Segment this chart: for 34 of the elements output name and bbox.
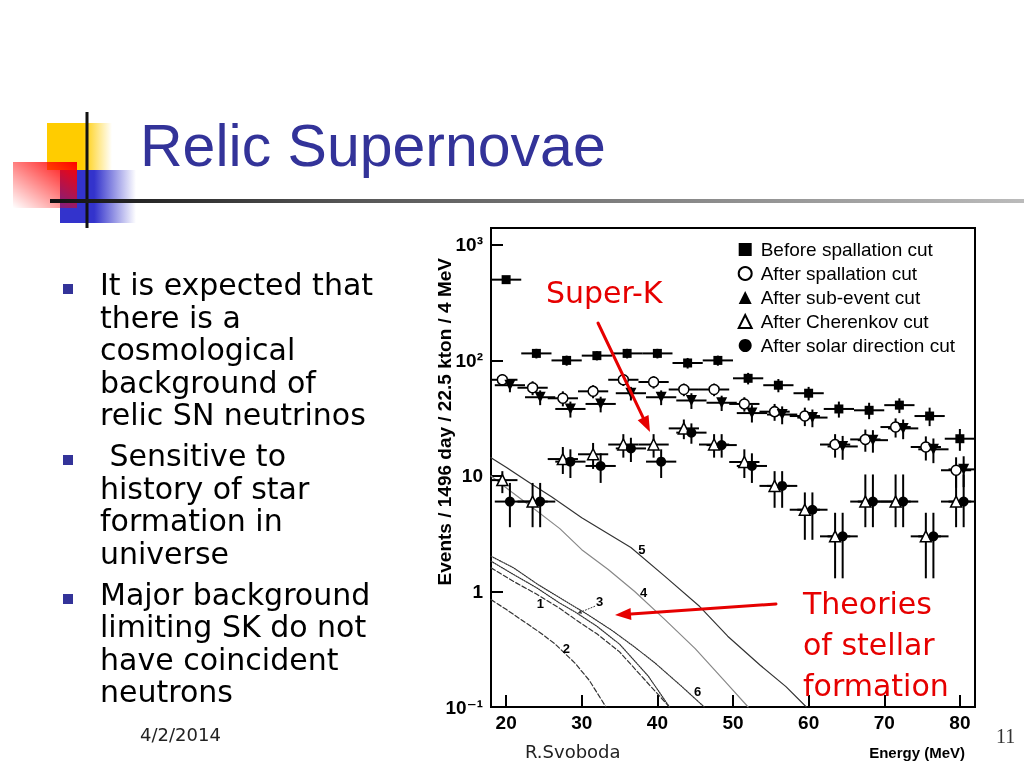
y-tick-label: 1 [472,580,484,602]
chart-title: Relic Supernovae [140,112,606,180]
text: 4/2/2014 [140,724,221,746]
legend-label: Before spallation cut [760,239,934,260]
x-tick-label: 30 [571,712,593,733]
annotation: Theories of stellar formation [803,585,950,705]
text: Major background limiting SK do not have coincident neutrons [100,576,372,709]
series-label: 5 [638,542,646,558]
series-label: 4 [640,584,649,600]
legend-label: After Cherenkov cut [760,311,930,332]
legend-label: 3 [596,593,604,609]
y-axis-title: Events / 1496 day / 22.5 kton / 4 MeV [433,257,455,586]
x-tick-label: 20 [495,712,517,733]
series-label: 2 [562,640,570,656]
legend-label: After spallation cut [760,263,918,284]
annotation: Super-K [546,274,663,312]
x-tick-label: 70 [873,712,895,733]
x-axis-title: Energy (MeV) [869,744,965,761]
x-tick-label: 80 [949,712,971,733]
x-tick-label: 50 [722,712,744,733]
text: Sensitive to history of star formation in universe [100,438,311,571]
x-tick-label: 40 [646,712,668,733]
legend-label: After sub-event cut [760,287,921,308]
legend-label: After solar direction cut [760,335,956,356]
series-label: 1 [536,595,544,611]
y-tick-label: 10² [455,349,483,371]
x-tick-label: 60 [798,712,820,733]
y-tick-label: 10³ [455,234,483,256]
series-label: 6 [693,683,702,699]
text: 11 [996,724,1016,748]
text: It is expected that there is a cosmological background of relic SN neutrinos [100,267,375,432]
y-tick-label: 10⁻¹ [445,696,483,718]
text: R.Svoboda [525,741,621,763]
y-tick-label: 10 [461,465,483,487]
